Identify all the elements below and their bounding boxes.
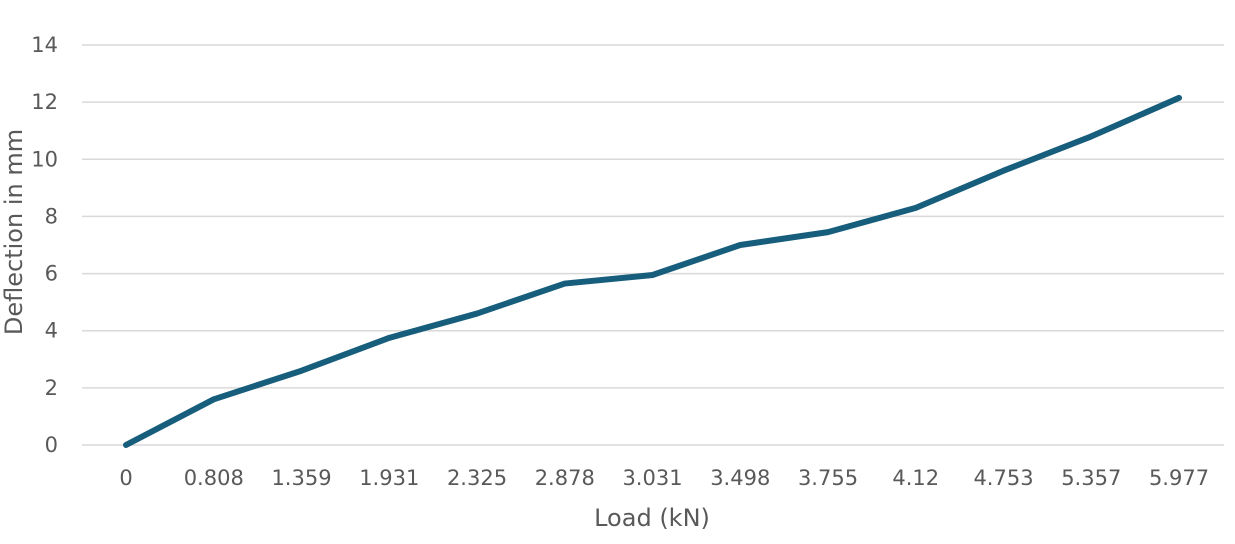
x-tick-label: 3.498 — [710, 466, 770, 490]
y-tick-label: 2 — [45, 376, 58, 400]
y-tick-label: 12 — [31, 90, 58, 114]
y-axis-title: Deflection in mm — [0, 129, 28, 335]
x-tick-label: 5.977 — [1149, 466, 1209, 490]
x-tick-label: 3.031 — [622, 466, 682, 490]
x-tick-label: 0 — [119, 466, 132, 490]
y-tick-label: 10 — [31, 147, 58, 171]
x-axis-title: Load (kN) — [594, 504, 710, 532]
gridlines — [82, 44, 1224, 446]
y-tick-label: 4 — [45, 319, 58, 343]
y-tick-label: 6 — [45, 262, 58, 286]
x-tick-label: 4.12 — [892, 466, 939, 490]
y-tick-label: 0 — [45, 433, 58, 457]
y-tick-label: 8 — [45, 204, 58, 228]
x-tick-label: 2.878 — [535, 466, 595, 490]
y-tick-label: 14 — [31, 33, 58, 57]
x-tick-label: 5.357 — [1061, 466, 1121, 490]
x-tick-label: 0.808 — [184, 466, 244, 490]
series-layer — [123, 94, 1182, 448]
x-tick-label: 1.931 — [359, 466, 419, 490]
x-axis-ticks: 0 0.808 1.359 1.931 2.325 2.878 3.031 3.498 3.75… — [119, 466, 1209, 490]
x-tick-label: 4.753 — [973, 466, 1033, 490]
x-tick-label: 3.755 — [798, 466, 858, 490]
y-axis-ticks: 0 2 4 6 8 10 12 14 — [31, 33, 58, 457]
series-line-0 — [123, 94, 1182, 448]
x-tick-label: 2.325 — [447, 466, 507, 490]
x-tick-label: 1.359 — [271, 466, 331, 490]
